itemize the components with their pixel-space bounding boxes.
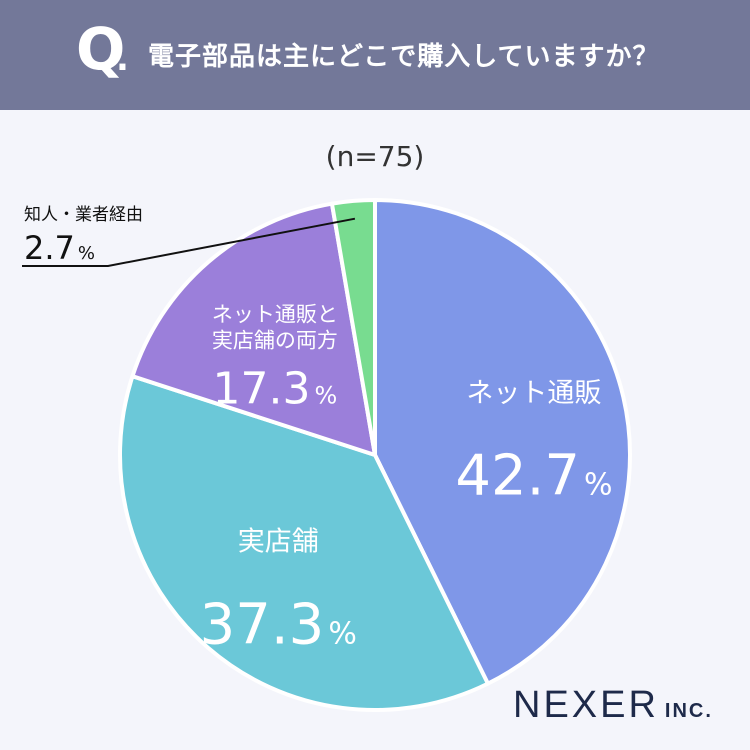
callout-name: 知人・業者経由 — [24, 205, 143, 225]
logo-main: NEXER — [513, 684, 659, 726]
slice-name-1-0: 実店舗 — [238, 527, 319, 558]
slice-name-0-0: ネット通販 — [466, 378, 601, 409]
logo-suffix: INC. — [664, 700, 713, 722]
slice-value-1: 37.3% — [200, 593, 357, 658]
slice-label-1: 実店舗 37.3% — [200, 527, 357, 658]
nexer-logo: NEXER INC. — [513, 686, 713, 724]
sample-size: (n=75) — [325, 140, 425, 173]
pie-slice-3 — [329, 198, 377, 457]
slice-label-0: ネット通販 42.7% — [455, 378, 612, 509]
question-mark-dot: . — [116, 39, 129, 79]
pie-slice-2 — [130, 201, 377, 457]
slice-value-2: 17.3% — [213, 364, 338, 415]
slice-name-2-1: 実店舗の両方 — [212, 329, 338, 353]
callout-value: 2.7% — [24, 229, 95, 267]
question-text: 電子部品は主にどこで購入していますか？ — [148, 42, 660, 72]
pie-slice-1 — [118, 374, 490, 712]
question-header: Q . 電子部品は主にどこで購入していますか？ — [0, 0, 750, 110]
question-mark: Q — [76, 15, 126, 83]
pie-slice-0 — [373, 198, 632, 686]
slice-value-0: 42.7% — [455, 444, 612, 509]
slice-name-2-0: ネット通販と — [212, 302, 338, 326]
callout-line — [22, 217, 356, 267]
